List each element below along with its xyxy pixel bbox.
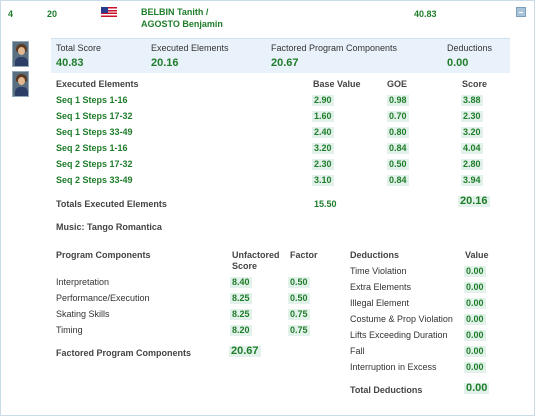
element-score: 2.30 <box>461 111 483 122</box>
element-score: 4.04 <box>461 143 483 154</box>
deduction-value: 0.00 <box>464 330 486 341</box>
component-factor: 0.75 <box>288 325 310 336</box>
executed-elements-header: Executed Elements <box>56 79 139 89</box>
element-goe: 0.80 <box>387 127 409 138</box>
component-score: 8.25 <box>230 309 252 320</box>
executed-elements-label: Executed Elements <box>151 43 229 53</box>
skater-photo-icon <box>12 71 29 97</box>
deduction-name: Extra Elements <box>350 282 412 292</box>
element-base-value: 3.20 <box>312 143 334 154</box>
element-base-value: 3.10 <box>312 175 334 186</box>
unfactored-score-header: Unfactored <box>232 250 280 260</box>
rank: 4 <box>8 9 14 19</box>
score-column-header: Score <box>462 79 488 89</box>
element-name: Seq 2 Steps 17-32 <box>56 159 133 169</box>
skater-name-line2: AGOSTO Benjamin <box>141 19 223 29</box>
element-score: 3.94 <box>461 175 483 186</box>
program-components-header: Program Components <box>56 250 151 260</box>
deductions-label: Deductions <box>447 43 493 53</box>
factored-components-label: Factored Program Components <box>271 43 398 53</box>
totals-executed-score: 20.16 <box>458 195 490 207</box>
base-value-column-header: Base Value <box>313 79 361 89</box>
start-number: 20 <box>47 9 58 19</box>
element-base-value: 1.60 <box>312 111 334 122</box>
element-base-value: 2.40 <box>312 127 334 138</box>
component-name: Interpretation <box>56 277 110 287</box>
deductions-header: Deductions <box>350 250 400 260</box>
factored-components-total-value: 20.67 <box>229 345 261 357</box>
factored-components-value: 20.67 <box>271 57 299 69</box>
totals-base-value: 15.50 <box>314 199 337 209</box>
deduction-value: 0.00 <box>464 298 486 309</box>
totals-executed-label: Totals Executed Elements <box>56 199 167 209</box>
element-goe: 0.84 <box>387 175 409 186</box>
element-score: 2.80 <box>461 159 483 170</box>
element-name: Seq 1 Steps 1-16 <box>56 95 128 105</box>
element-name: Seq 2 Steps 1-16 <box>56 143 128 153</box>
component-score: 8.40 <box>230 277 252 288</box>
element-goe: 0.98 <box>387 95 409 106</box>
element-base-value: 2.30 <box>312 159 334 170</box>
deduction-value: 0.00 <box>464 314 486 325</box>
total-deductions-value: 0.00 <box>464 382 490 394</box>
element-base-value: 2.90 <box>312 95 334 106</box>
deductions-value: 0.00 <box>447 57 469 69</box>
unfactored-score-header-line2: Score <box>232 261 258 271</box>
skater-name-line1: BELBIN Tanith / <box>141 7 209 17</box>
deduction-value: 0.00 <box>464 266 486 277</box>
music-title: Music: Tango Romantica <box>56 222 162 232</box>
component-name: Performance/Execution <box>56 293 150 303</box>
deduction-value: 0.00 <box>464 346 486 357</box>
total-score-value: 40.83 <box>56 57 84 69</box>
usa-flag-icon <box>101 7 117 17</box>
element-name: Seq 2 Steps 33-49 <box>56 175 133 185</box>
component-score: 8.25 <box>230 293 252 304</box>
collapse-minus-icon[interactable] <box>516 7 526 17</box>
deduction-name: Time Violation <box>350 266 407 276</box>
element-goe: 0.70 <box>387 111 409 122</box>
score-summary <box>51 38 510 73</box>
element-name: Seq 1 Steps 17-32 <box>56 111 133 121</box>
component-name: Skating Skills <box>56 309 110 319</box>
skater-photo-icon <box>12 41 29 67</box>
total-deductions-label: Total Deductions <box>350 385 423 395</box>
element-goe: 0.50 <box>387 159 409 170</box>
component-name: Timing <box>56 325 83 335</box>
deduction-value: 0.00 <box>464 362 486 373</box>
deduction-name: Fall <box>350 346 365 356</box>
goe-column-header: GOE <box>387 79 408 89</box>
header-total: 40.83 <box>414 9 437 19</box>
element-score: 3.20 <box>461 127 483 138</box>
component-factor: 0.75 <box>288 309 310 320</box>
total-score-label: Total Score <box>56 43 102 53</box>
component-factor: 0.50 <box>288 277 310 288</box>
deduction-name: Interruption in Excess <box>350 362 437 372</box>
component-factor: 0.50 <box>288 293 310 304</box>
element-goe: 0.84 <box>387 143 409 154</box>
element-name: Seq 1 Steps 33-49 <box>56 127 133 137</box>
component-score: 8.20 <box>230 325 252 336</box>
deduction-name: Costume & Prop Violation <box>350 314 453 324</box>
factor-column-header: Factor <box>290 250 318 260</box>
deduction-value: 0.00 <box>464 282 486 293</box>
deduction-value-header: Value <box>465 250 489 260</box>
factored-components-total-label: Factored Program Components <box>56 348 192 358</box>
element-score: 3.88 <box>461 95 483 106</box>
executed-elements-value: 20.16 <box>151 57 179 69</box>
deduction-name: Illegal Element <box>350 298 410 308</box>
deduction-name: Lifts Exceeding Duration <box>350 330 448 340</box>
